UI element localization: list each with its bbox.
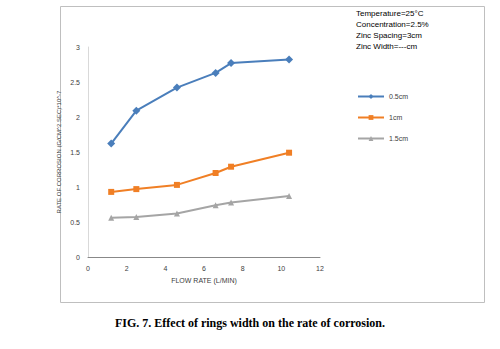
svg-text:3: 3 — [76, 44, 80, 51]
svg-text:Concentration=2.5%: Concentration=2.5% — [356, 20, 429, 29]
svg-text:FLOW RATE (L/MIN): FLOW RATE (L/MIN) — [171, 277, 237, 285]
svg-text:0.5cm: 0.5cm — [389, 93, 408, 100]
svg-text:8: 8 — [241, 265, 245, 272]
svg-text:0.5: 0.5 — [70, 219, 80, 226]
svg-text:1: 1 — [76, 184, 80, 191]
svg-text:FIG. 7. Effect of rings width: FIG. 7. Effect of rings width on the rat… — [115, 316, 385, 330]
svg-text:2: 2 — [76, 114, 80, 121]
svg-text:6: 6 — [202, 265, 206, 272]
svg-text:12: 12 — [316, 265, 324, 272]
svg-text:2: 2 — [125, 265, 129, 272]
svg-text:1.5cm: 1.5cm — [389, 135, 408, 142]
svg-text:2.5: 2.5 — [70, 79, 80, 86]
svg-text:RATE OF CORROSION (G/CM^2.SEC): RATE OF CORROSION (G/CM^2.SEC)*10^-7 — [56, 90, 62, 214]
svg-text:Temperature=25°C: Temperature=25°C — [356, 9, 424, 18]
svg-text:10: 10 — [277, 265, 285, 272]
svg-text:1.5: 1.5 — [70, 149, 80, 156]
svg-text:0: 0 — [76, 254, 80, 261]
svg-text:Zinc Spacing=3cm: Zinc Spacing=3cm — [356, 31, 422, 40]
svg-text:0: 0 — [86, 265, 90, 272]
svg-text:Zinc Width=---cm: Zinc Width=---cm — [356, 42, 417, 51]
svg-text:1cm: 1cm — [389, 114, 402, 121]
svg-text:4: 4 — [163, 265, 167, 272]
